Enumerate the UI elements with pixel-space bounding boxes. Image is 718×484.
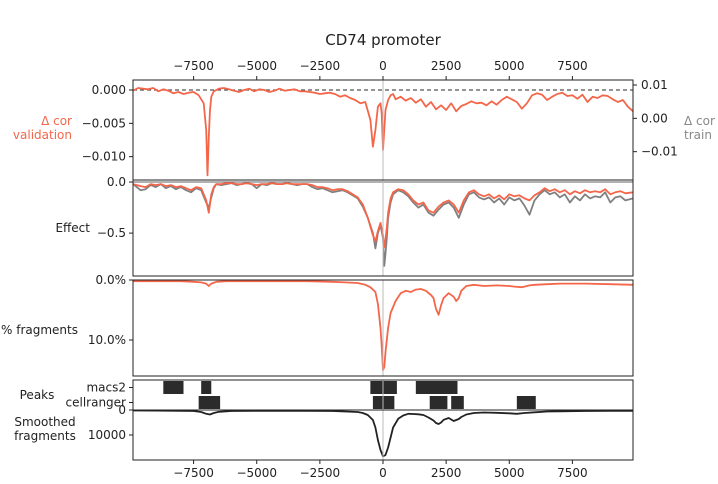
- top-x-tick-label: 7500: [557, 59, 588, 73]
- peak-bar: [201, 381, 212, 394]
- peak-bar: [198, 396, 221, 409]
- y-tick-label: 10000: [88, 428, 126, 442]
- panel-ylabel: Δ cor: [41, 114, 72, 128]
- y-tick-label: 0.000: [92, 83, 126, 97]
- top-x-tick-label: −7500: [173, 59, 214, 73]
- panel-2: −0.5 0.0 Effect: [55, 175, 634, 277]
- top-x-axis: −7500 −5000 −2500 0 2500 5000 7500: [173, 59, 588, 80]
- y-tick-label: −0.5: [97, 226, 126, 240]
- panel-ylabel: fragments: [14, 429, 76, 443]
- peaks-row-label: macs2: [86, 381, 126, 395]
- peak-bar: [372, 396, 395, 409]
- panel-ylabel: Peaks: [20, 388, 55, 402]
- panel-ylabel: Smoothed: [14, 415, 75, 429]
- bottom-x-tick-label: 0: [379, 466, 387, 480]
- right-ylabel: Δ cor: [684, 114, 715, 128]
- top-x-tick-label: 5000: [494, 59, 525, 73]
- y-tick-label: 0: [118, 403, 126, 417]
- panel-frame: [132, 279, 634, 377]
- top-x-tick-label: −5000: [236, 59, 277, 73]
- top-x-tick-label: 2500: [431, 59, 462, 73]
- peak-bar: [370, 381, 397, 394]
- top-x-tick-label: −2500: [300, 59, 341, 73]
- top-x-tick-label: 0: [379, 59, 387, 73]
- y-tick-label: 10.0%: [88, 333, 126, 347]
- bottom-x-tick-label: −5000: [236, 466, 277, 480]
- y-tick-label: 0.0: [107, 175, 126, 189]
- peak-bar: [451, 396, 464, 409]
- peak-bar: [163, 381, 184, 394]
- right-y-tick-label: 0.00: [641, 111, 668, 125]
- peak-bar: [429, 396, 448, 409]
- bottom-x-tick-label: −7500: [173, 466, 214, 480]
- peak-bar: [415, 381, 458, 394]
- bottom-x-axis: −7500 −5000 −2500 0 2500 5000 7500: [173, 460, 588, 480]
- bottom-x-tick-label: 5000: [494, 466, 525, 480]
- right-y-tick-label: −0.01: [641, 145, 678, 159]
- y-tick-label: 0.0%: [96, 273, 127, 287]
- panel-3: 0.0% 10.0% % fragments: [1, 273, 634, 377]
- panel-ylabel: validation: [13, 128, 72, 142]
- panel-ylabel: % fragments: [1, 323, 78, 337]
- right-ylabel: train: [684, 128, 712, 142]
- chart-title: CD74 promoter: [325, 31, 441, 49]
- series-line: [132, 409, 633, 458]
- series-line: [133, 280, 634, 371]
- peaks-row-label: cellranger: [66, 396, 127, 410]
- y-tick-label: −0.005: [82, 116, 126, 130]
- right-y-tick-label: 0.01: [641, 78, 668, 92]
- y-tick-label: −0.010: [82, 150, 126, 164]
- bottom-x-tick-label: 7500: [557, 466, 588, 480]
- bottom-x-tick-label: 2500: [431, 466, 462, 480]
- bottom-x-tick-label: −2500: [300, 466, 341, 480]
- panel-ylabel: Effect: [55, 221, 90, 235]
- peak-bar: [516, 396, 536, 409]
- series-line: [132, 87, 634, 177]
- panel-frame: [132, 409, 634, 461]
- panel-frame: [132, 179, 634, 277]
